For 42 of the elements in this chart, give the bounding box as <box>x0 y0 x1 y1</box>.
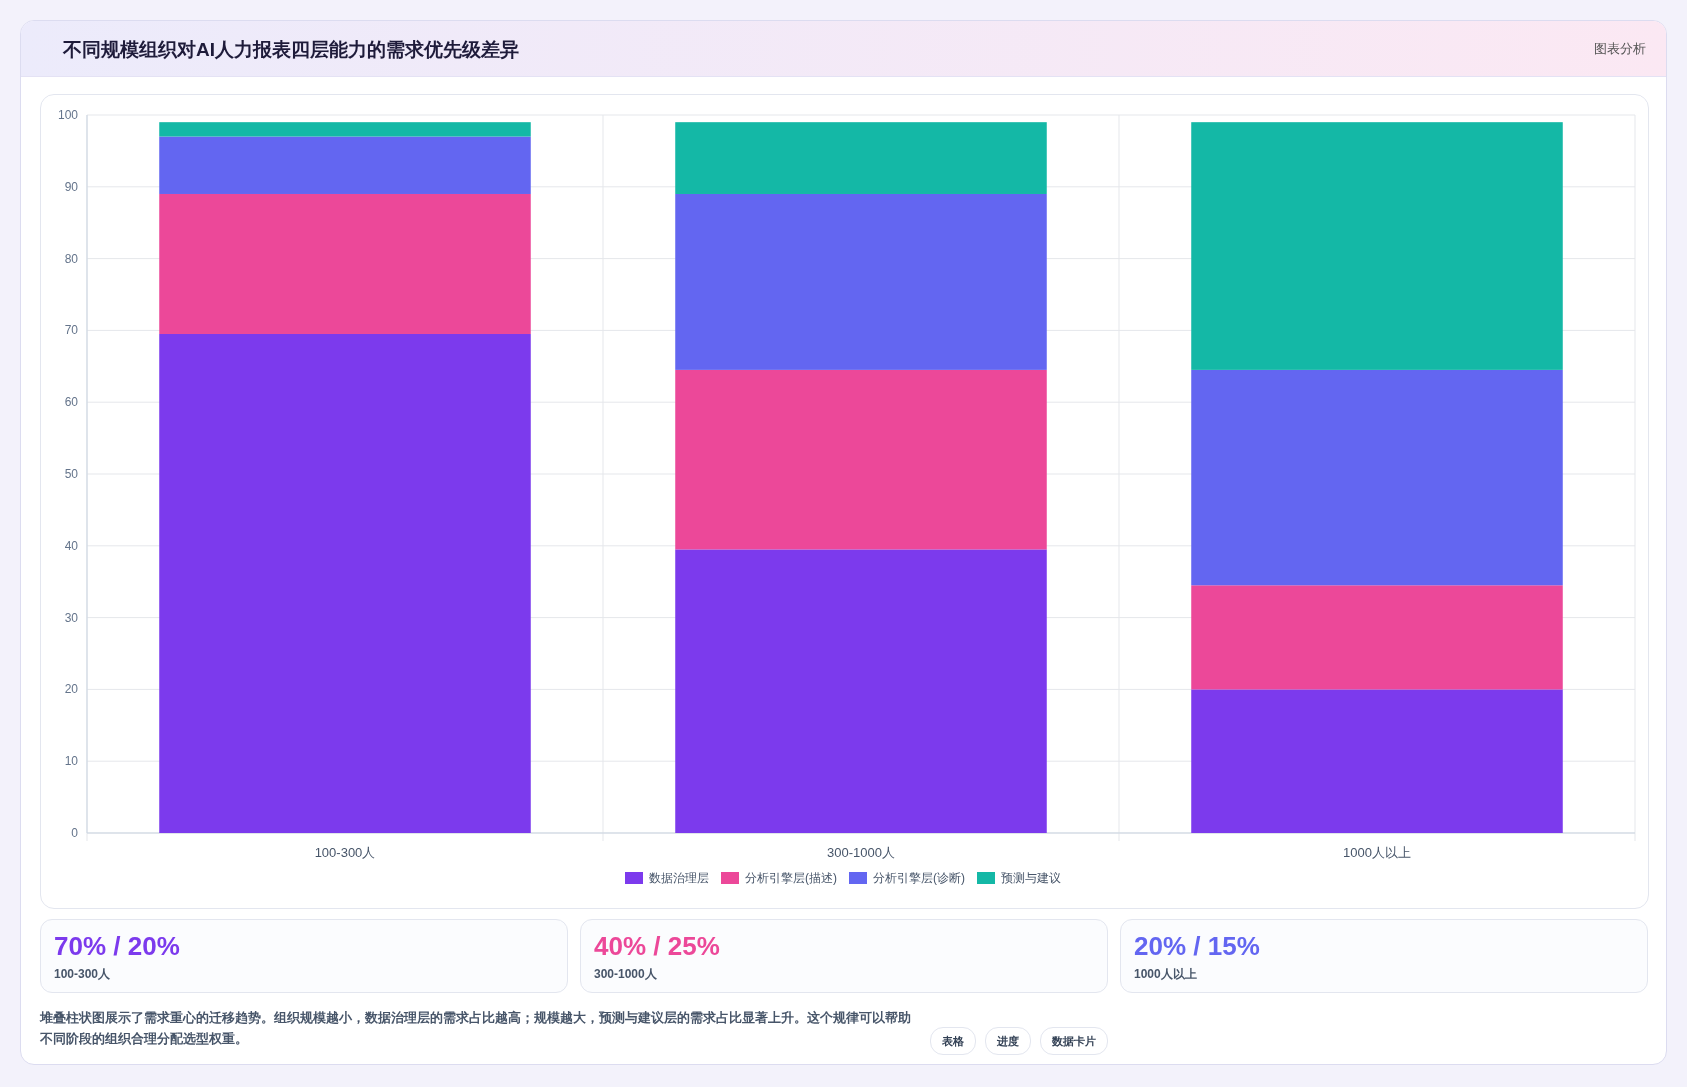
y-tick-label: 10 <box>64 754 79 769</box>
bar <box>675 193 1047 370</box>
text: 堆叠柱状图展示了需求重心的迁移趋势。组织规模越小，数据治理层的需求占比越高；规模越大，预测与建议层的需求占比显著上升。这个规律可以帮助不同阶段的组织合理分配选型权重。 <box>40 1009 912 1048</box>
text: 数据卡片 <box>1040 1027 1108 1055</box>
bar <box>1191 122 1563 370</box>
text: 1000人以上 <box>1134 966 1197 983</box>
bar <box>159 136 531 194</box>
legend-label: 预测与建议 <box>1001 871 1061 885</box>
text: 70% / 20% <box>54 931 180 962</box>
x-tick-label: 1000人以上 <box>1343 845 1411 860</box>
y-tick-label: 50 <box>64 467 79 481</box>
legend-label: 分析引擎层(诊断) <box>873 871 965 885</box>
bar <box>1191 689 1563 833</box>
text: 40% / 25% <box>594 931 720 962</box>
bar <box>675 369 1047 550</box>
text: 表格 <box>930 1027 976 1055</box>
bar <box>675 122 1047 194</box>
text: 进度 <box>985 1027 1031 1055</box>
bar <box>1191 369 1563 586</box>
y-tick-label: 30 <box>64 610 79 625</box>
y-tick-label: 20 <box>64 682 79 697</box>
y-tick-label: 40 <box>64 538 79 553</box>
x-tick-label: 100-300人 <box>314 845 376 860</box>
bar <box>675 549 1047 833</box>
chart-title: 不同规模组织对AI人力报表四层能力的需求优先级差异 <box>63 38 519 62</box>
text: 20% / 15% <box>1134 931 1260 962</box>
text: 图表分析 <box>1594 40 1646 58</box>
y-tick-label: 0 <box>71 826 79 840</box>
y-tick-label: 60 <box>64 395 79 410</box>
bar <box>159 333 531 833</box>
text: 300-1000人 <box>594 966 657 983</box>
bar <box>159 122 531 137</box>
bar <box>159 193 531 334</box>
text: 100-300人 <box>54 966 111 983</box>
x-tick-label: 300-1000人 <box>827 845 895 860</box>
y-tick-label: 80 <box>64 251 79 266</box>
bar <box>1191 585 1563 690</box>
legend-label: 数据治理层 <box>649 871 709 885</box>
legend-label: 分析引擎层(描述) <box>745 871 837 885</box>
y-tick-label: 70 <box>64 323 79 338</box>
y-tick-label: 90 <box>64 179 79 194</box>
y-tick-label: 100 <box>57 108 79 122</box>
